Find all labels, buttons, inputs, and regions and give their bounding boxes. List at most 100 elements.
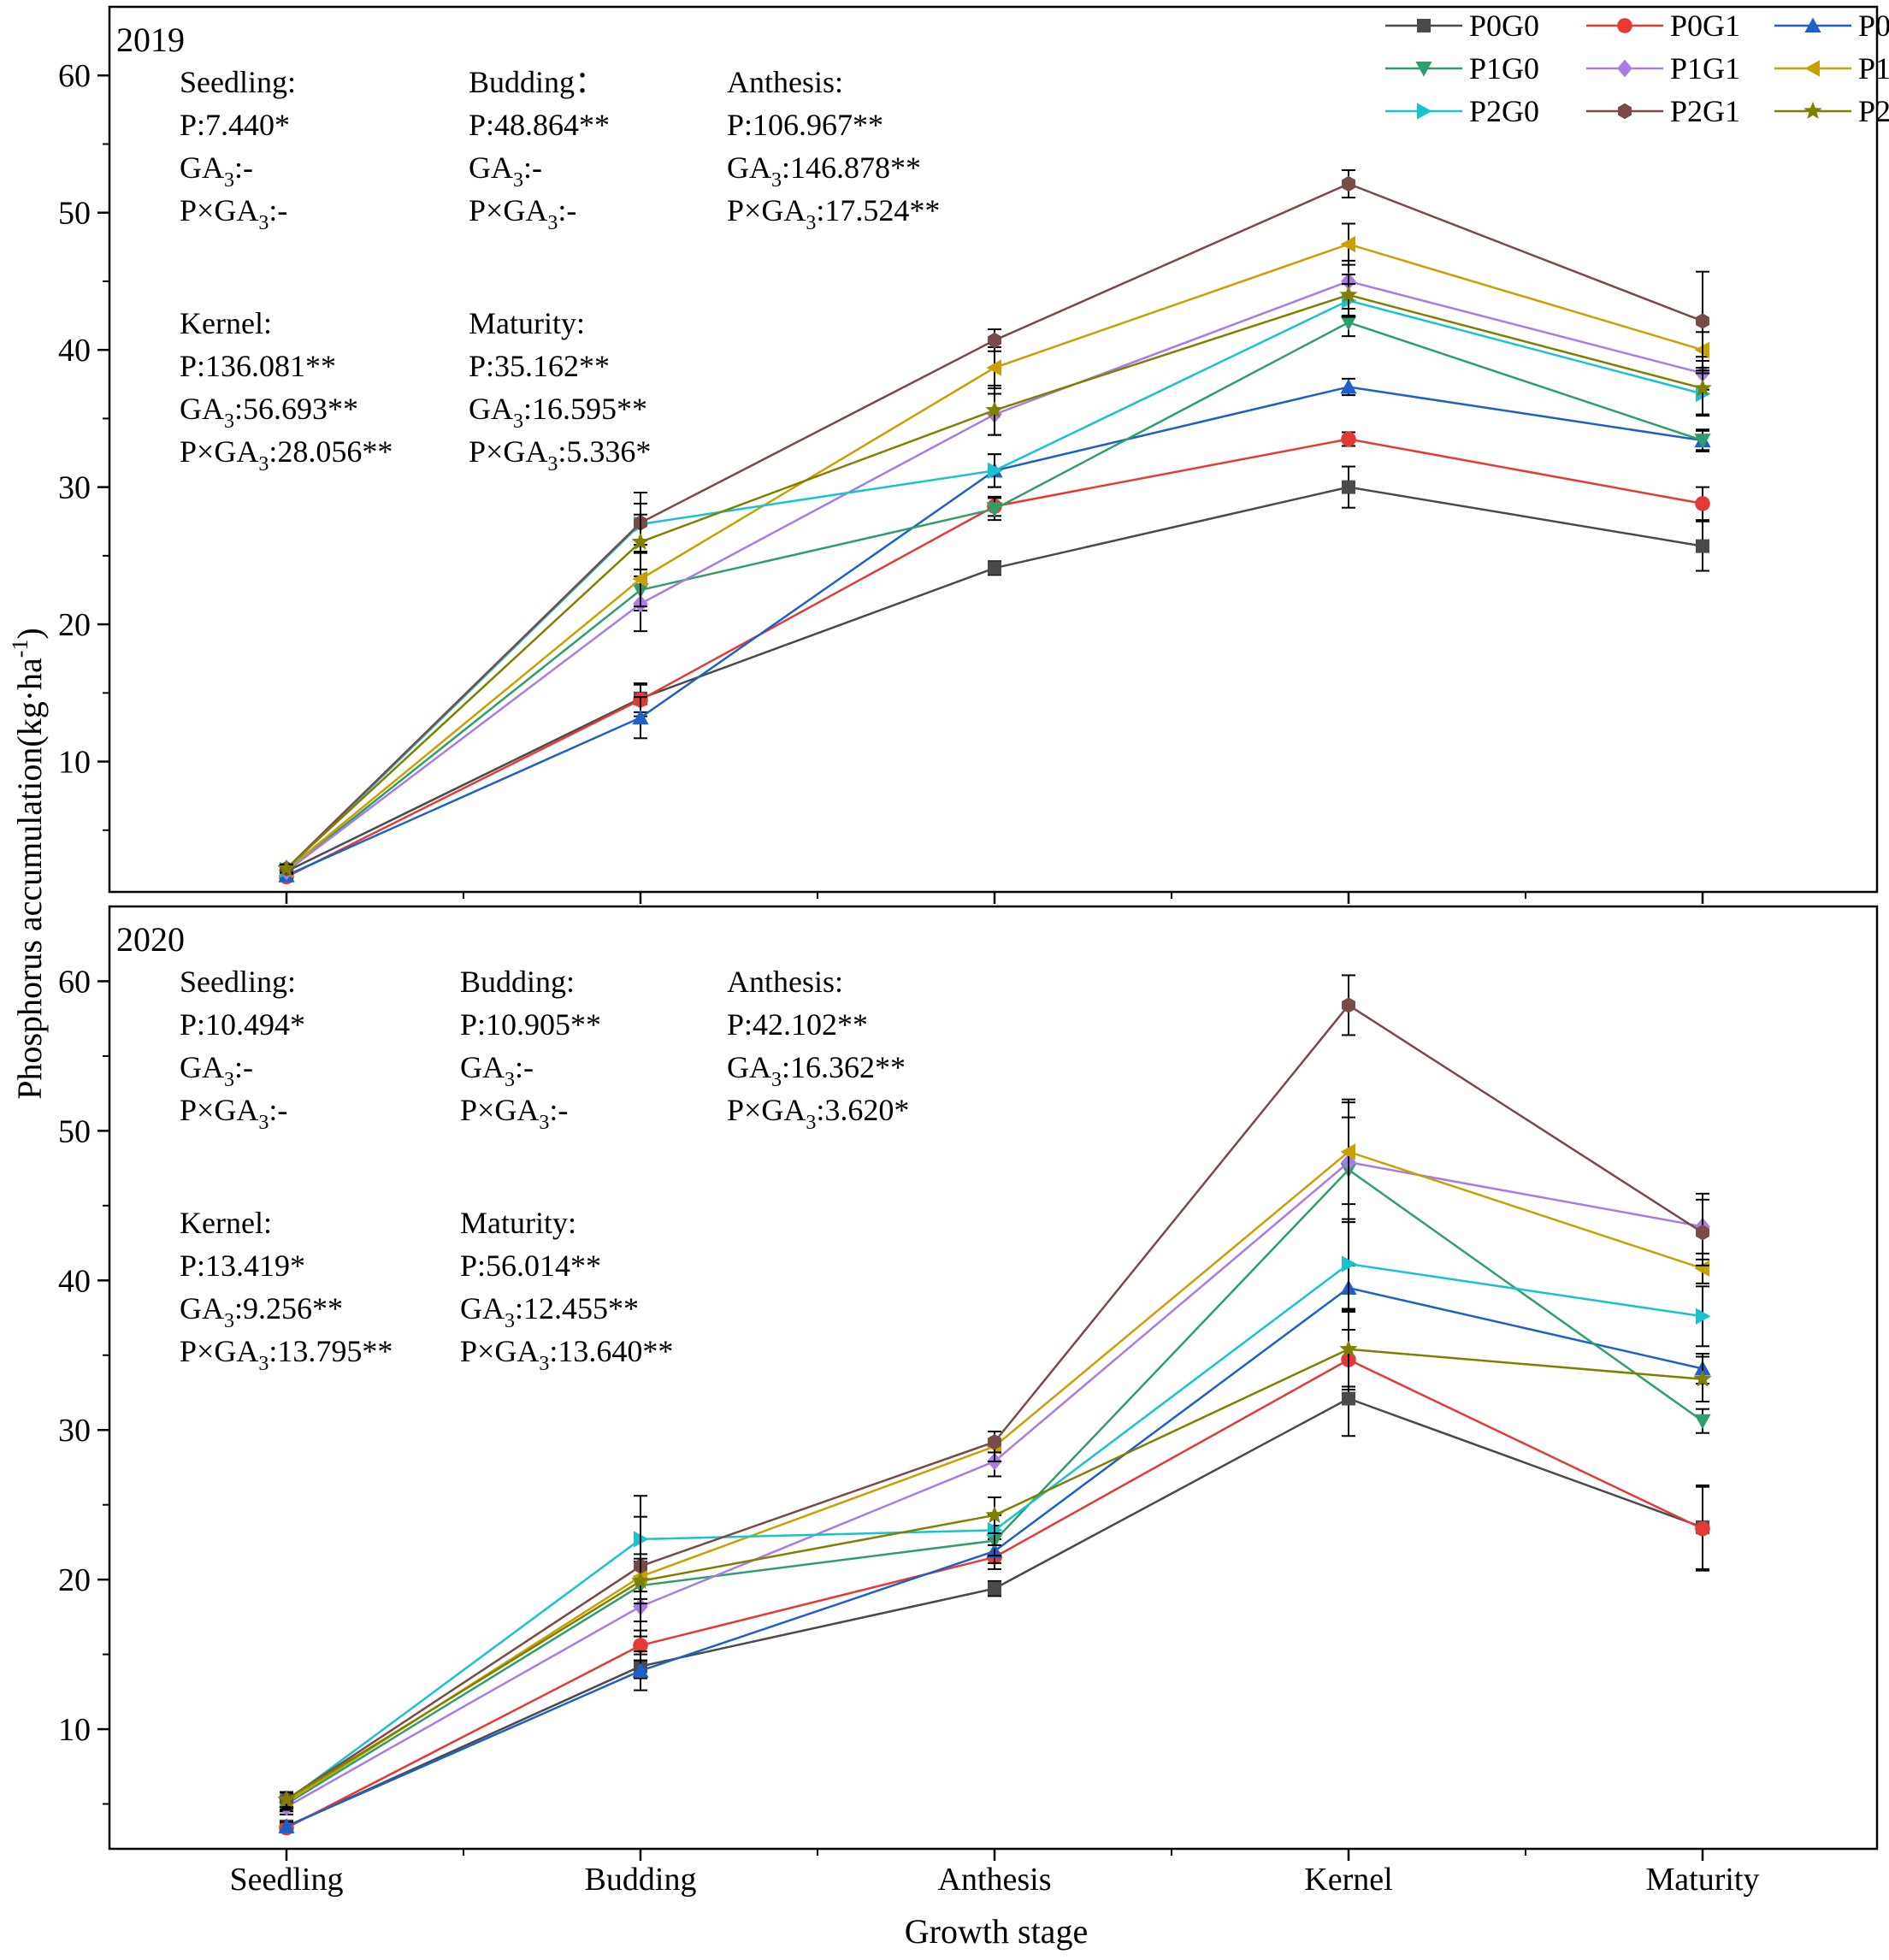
data-point-P1G2-1 bbox=[632, 570, 647, 587]
data-point-P0G0-2 bbox=[988, 561, 1001, 576]
legend: P0G0 P0G1 P0G2 P1G0 P1G1 P1G2 P2G0 P2G1 P2G2 bbox=[1385, 9, 1889, 128]
anova-ga-prefix: GA bbox=[469, 392, 513, 426]
y-tick-label-2020-20: 20 bbox=[58, 1562, 91, 1598]
anova-pxga-line: P×GA3:- bbox=[180, 1093, 287, 1134]
anova-ga-value: :- bbox=[515, 1050, 534, 1084]
anova-pxga-subscript: 3 bbox=[258, 453, 269, 475]
anova-pxga-line: P×GA3:- bbox=[469, 193, 576, 234]
anova-block-2019-4: Maturity: P:35.162** GA3:16.595**P×GA3:5.3… bbox=[469, 306, 651, 475]
data-point-P1G2-3 bbox=[1340, 236, 1355, 253]
panel-2020: 1020304050602020Seedling:P:10.494*GA3:-P… bbox=[58, 905, 1879, 1861]
data-point-P2G0-2 bbox=[988, 462, 1003, 479]
plot-root: 1020304050602019Seedling:P:7.440*GA3:-P×… bbox=[58, 5, 1889, 1898]
y-axis-title-superscript: -1 bbox=[8, 640, 32, 658]
anova-ga-subscript: 3 bbox=[224, 410, 234, 433]
anova-pxga-prefix: P×GA bbox=[180, 193, 258, 227]
data-point-P2G2-0 bbox=[277, 1790, 296, 1808]
anova-block-2020-2: Anthesis:P:42.102**GA3:16.362**P×GA3:3.6… bbox=[727, 965, 909, 1134]
anova-block-2020-3: Kernel:P:13.419*GA3:9.256**P×GA3:13.795*… bbox=[180, 1206, 393, 1375]
anova-p-value: P:42.102** bbox=[727, 1007, 868, 1042]
anova-pxga-prefix: P×GA bbox=[180, 1334, 258, 1368]
anova-ga-subscript: 3 bbox=[513, 169, 523, 192]
anova-block-2020-4: Maturity:P:56.014**GA3:12.455**P×GA3:13.… bbox=[460, 1206, 673, 1375]
legend-label: P1G2 bbox=[1858, 51, 1889, 86]
panel-2019: 1020304050602019Seedling:P:7.440*GA3:-P×… bbox=[58, 5, 1879, 904]
data-point-P2G2-4 bbox=[1693, 1369, 1712, 1387]
anova-ga-subscript: 3 bbox=[224, 169, 234, 192]
data-point-P2G1-2 bbox=[988, 1434, 1001, 1450]
anova-ga-value: :12.455** bbox=[515, 1291, 639, 1325]
data-point-P2G1-3 bbox=[1342, 997, 1355, 1013]
anova-block-2020-0: Seedling:P:10.494*GA3:-P×GA3:- bbox=[180, 965, 305, 1134]
legend-marker bbox=[1804, 17, 1821, 32]
anova-block-2019-0: Seedling:P:7.440*GA3:-P×GA3:- bbox=[180, 65, 296, 234]
anova-ga-line: GA3:- bbox=[460, 1050, 534, 1091]
anova-ga-prefix: GA bbox=[460, 1291, 505, 1325]
anova-ga-prefix: GA bbox=[180, 151, 224, 185]
legend-entry-P1G2: P1G2 bbox=[1774, 51, 1889, 86]
anova-block-2019-2: Anthesis:P:106.967**GA3:146.878**P×GA3:1… bbox=[727, 65, 940, 234]
anova-pxga-subscript: 3 bbox=[539, 1353, 549, 1375]
legend-label: P2G0 bbox=[1469, 94, 1539, 128]
anova-pxga-subscript: 3 bbox=[539, 1112, 549, 1134]
legend-marker bbox=[1617, 59, 1632, 78]
data-point-P2G2-4 bbox=[1693, 378, 1712, 397]
x-tick-label-3: Kernel bbox=[1304, 1862, 1392, 1898]
legend-label: P2G2 bbox=[1858, 94, 1889, 128]
anova-ga-line: GA3:9.256** bbox=[180, 1291, 343, 1332]
anova-ga-value: :56.693** bbox=[234, 392, 358, 426]
anova-pxga-prefix: P×GA bbox=[460, 1093, 539, 1127]
legend-marker bbox=[1417, 103, 1432, 120]
anova-pxga-line: P×GA3:5.336* bbox=[469, 434, 651, 475]
anova-ga-subscript: 3 bbox=[505, 1310, 515, 1332]
data-point-P2G1-2 bbox=[988, 332, 1001, 349]
anova-ga-line: GA3:16.595** bbox=[469, 392, 647, 433]
anova-ga-prefix: GA bbox=[180, 1050, 224, 1084]
anova-block-2019-1: Budding：P:48.864**GA3:-P×GA3:- bbox=[469, 65, 610, 234]
data-point-P2G1-4 bbox=[1696, 313, 1709, 329]
data-point-P1G2-4 bbox=[1694, 1260, 1709, 1277]
data-point-P0G2-0 bbox=[278, 1818, 295, 1833]
data-point-P1G0-4 bbox=[1694, 434, 1711, 449]
data-point-P0G2-1 bbox=[632, 709, 649, 725]
data-point-P0G0-4 bbox=[1696, 539, 1709, 553]
legend-entry-P2G0: P2G0 bbox=[1385, 94, 1539, 128]
data-point-P1G0-3 bbox=[1340, 316, 1357, 331]
anova-pxga-prefix: P×GA bbox=[180, 1093, 258, 1127]
anova-stage: Seedling: bbox=[180, 65, 296, 99]
data-point-P0G1-1 bbox=[633, 1638, 648, 1653]
anova-pxga-line: P×GA3:13.795** bbox=[180, 1334, 393, 1375]
anova-p-value: P:35.162** bbox=[469, 349, 610, 383]
anova-pxga-value: :- bbox=[269, 1093, 287, 1127]
anova-ga-prefix: GA bbox=[727, 151, 771, 185]
series-P2G2-2019 bbox=[277, 273, 1712, 877]
anova-p-value: P:136.081** bbox=[180, 349, 336, 383]
anova-stage: Budding: bbox=[460, 965, 575, 999]
anova-block-2020-1: Budding:P:10.905**GA3:-P×GA3:- bbox=[460, 965, 601, 1134]
legend-label: P2G1 bbox=[1670, 94, 1740, 128]
legend-marker bbox=[1415, 62, 1432, 77]
anova-pxga-value: :13.640** bbox=[549, 1334, 673, 1368]
legend-marker bbox=[1417, 19, 1431, 32]
anova-pxga-line: P×GA3:3.620* bbox=[727, 1093, 909, 1134]
data-point-P2G0-4 bbox=[1696, 1308, 1711, 1325]
data-point-P0G0-3 bbox=[1342, 1391, 1355, 1406]
anova-pxga-value: :- bbox=[558, 193, 576, 227]
anova-ga-value: :16.362** bbox=[782, 1050, 906, 1084]
anova-p-value: P:7.440* bbox=[180, 108, 290, 142]
x-tick-label-2: Anthesis bbox=[938, 1862, 1052, 1898]
anova-ga-line: GA3:56.693** bbox=[180, 392, 358, 433]
data-point-P1G2-3 bbox=[1340, 1143, 1355, 1160]
anova-p-value: P:56.014** bbox=[460, 1249, 601, 1283]
anova-ga-line: GA3:- bbox=[180, 151, 253, 192]
data-point-P2G2-1 bbox=[631, 1571, 650, 1589]
anova-ga-prefix: GA bbox=[460, 1050, 505, 1084]
y-tick-label-2019-20: 20 bbox=[58, 607, 91, 643]
anova-pxga-subscript: 3 bbox=[258, 212, 269, 234]
legend-marker bbox=[1804, 60, 1820, 77]
anova-stage: Maturity: bbox=[469, 306, 585, 340]
anova-ga-value: :- bbox=[523, 151, 542, 185]
data-point-P2G0-3 bbox=[1342, 1255, 1357, 1272]
legend-entry-P1G0: P1G0 bbox=[1385, 51, 1539, 86]
anova-p-value: P:106.967** bbox=[727, 108, 883, 142]
